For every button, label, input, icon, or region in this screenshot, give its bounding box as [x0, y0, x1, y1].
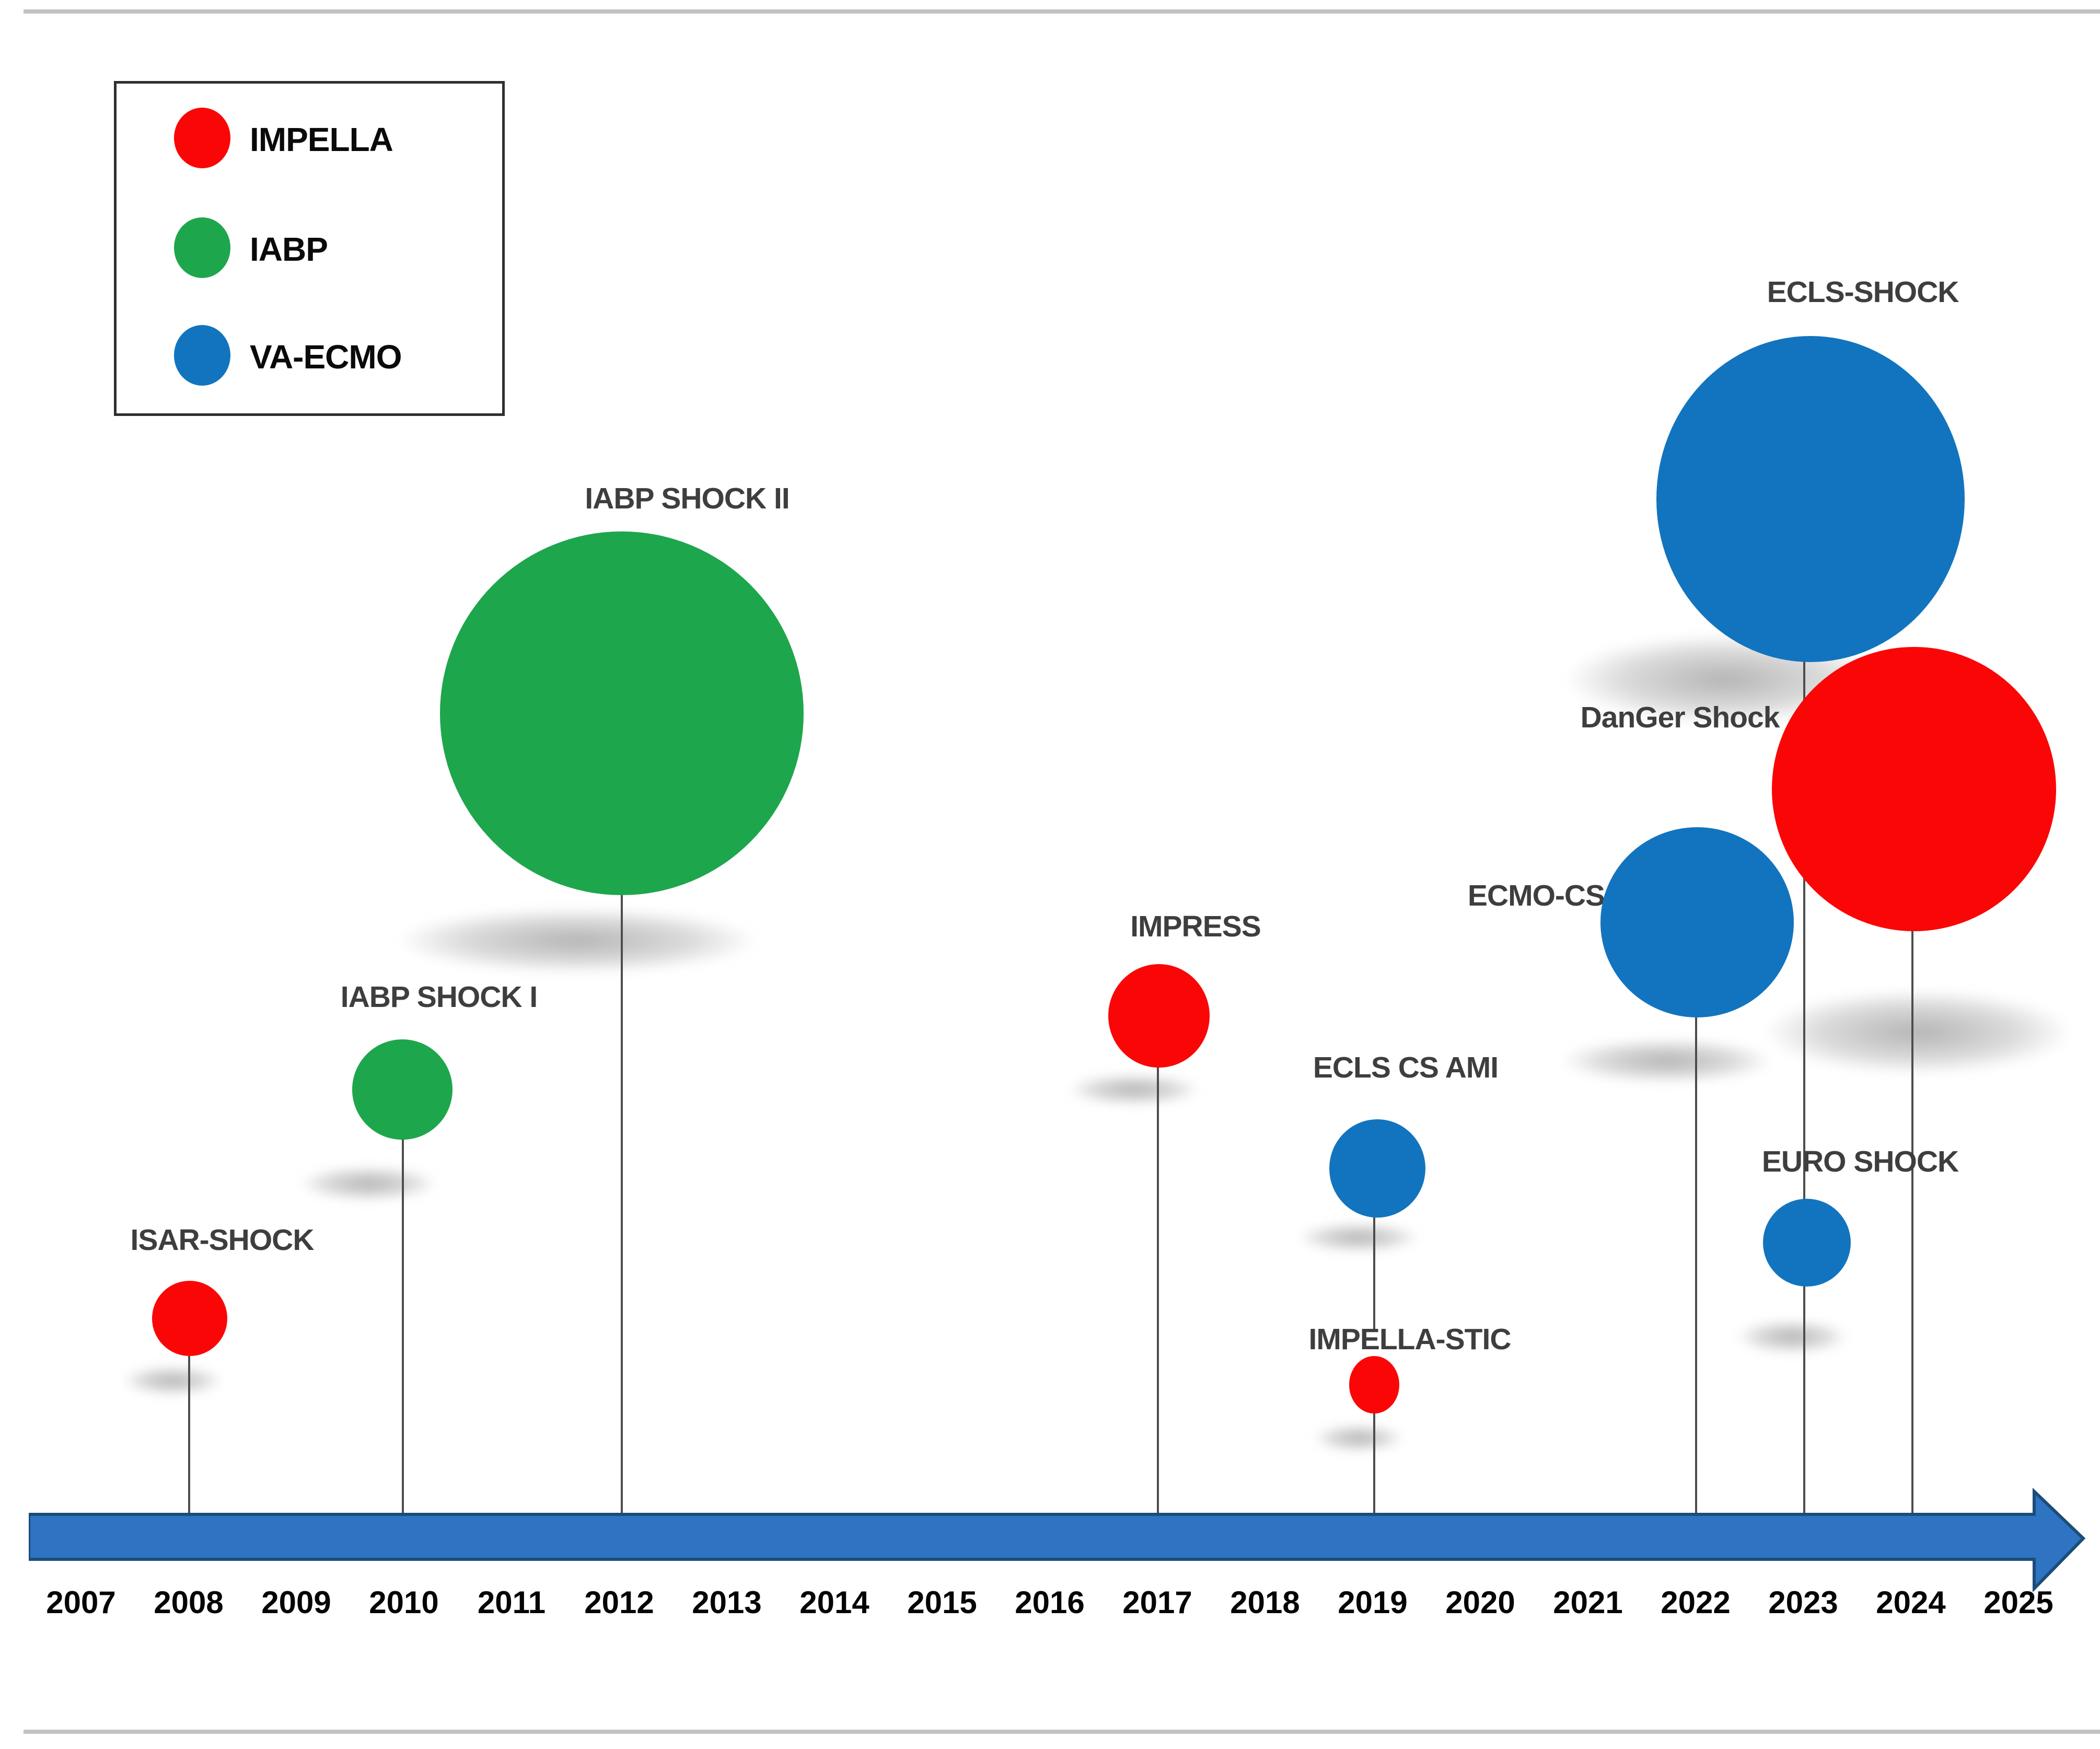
- label-ecls-shock: ECLS-SHOCK: [1767, 275, 1959, 309]
- year-label-2017: 2017: [1122, 1585, 1192, 1620]
- impella-legend-dot-icon: [174, 108, 230, 168]
- timeline-arrow: [29, 1487, 2086, 1592]
- bubble-ecls-cs-ami: [1329, 1119, 1425, 1218]
- bubble-shadow: [1766, 990, 2069, 1074]
- stem-danger-shock: [1911, 930, 1913, 1514]
- year-label-2011: 2011: [477, 1585, 546, 1620]
- year-label-2022: 2022: [1661, 1585, 1731, 1620]
- stem-impella-stic: [1373, 1412, 1375, 1514]
- label-impress: IMPRESS: [1130, 910, 1261, 943]
- year-label-2021: 2021: [1553, 1585, 1623, 1620]
- legend-label-iabp: IABP: [250, 230, 328, 268]
- label-ecls-cs-ami: ECLS CS AMI: [1313, 1051, 1499, 1084]
- label-iabp-shock-2: IABP SHOCK II: [585, 482, 790, 515]
- year-label-2015: 2015: [907, 1585, 977, 1620]
- year-label-2023: 2023: [1768, 1585, 1838, 1620]
- bubble-impella-stic: [1349, 1356, 1399, 1414]
- legend-row-impella: IMPELLA: [117, 108, 502, 170]
- bubble-shadow: [1314, 1424, 1403, 1452]
- year-label-2019: 2019: [1338, 1585, 1408, 1620]
- stem-impress: [1157, 1067, 1159, 1514]
- legend-box: IMPELLA IABP VA-ECMO: [114, 81, 505, 416]
- year-label-2007: 2007: [46, 1585, 116, 1620]
- year-label-2010: 2010: [369, 1585, 439, 1620]
- bubble-danger-shock: [1772, 647, 2056, 931]
- stem-iabp-shock-1: [402, 1139, 404, 1514]
- label-impella-stic: IMPELLA-STIC: [1308, 1323, 1512, 1356]
- label-danger-shock: DanGer Shock: [1580, 701, 1780, 734]
- year-label-2008: 2008: [154, 1585, 224, 1620]
- stem-ecls-shock: [1803, 659, 1805, 1514]
- year-label-2012: 2012: [584, 1585, 654, 1620]
- year-label-2016: 2016: [1015, 1585, 1085, 1620]
- top-divider-line: [24, 9, 2100, 14]
- legend-label-impella: IMPELLA: [250, 121, 393, 158]
- bubble-iabp-shock-2: [440, 531, 804, 895]
- year-label-2025: 2025: [1983, 1585, 2053, 1620]
- bubble-impress: [1108, 964, 1210, 1068]
- va-ecmo-legend-dot-icon: [174, 325, 230, 386]
- bubble-shadow: [300, 1166, 436, 1201]
- legend-row-iabp: IABP: [117, 217, 502, 280]
- stem-ecmo-cs: [1695, 1017, 1697, 1514]
- stem-iabp-shock-2: [621, 895, 623, 1514]
- year-label-2014: 2014: [799, 1585, 869, 1620]
- stem-ecls-cs-ami: [1373, 1217, 1375, 1330]
- bubble-ecmo-cs: [1600, 827, 1794, 1017]
- iabp-legend-dot-icon: [174, 217, 230, 278]
- label-ecmo-cs: ECMO-CS: [1467, 879, 1605, 912]
- bubble-shadow: [1069, 1074, 1199, 1105]
- bubble-iabp-shock-1: [352, 1039, 453, 1140]
- bubble-shadow: [1737, 1320, 1847, 1353]
- bubble-euro-shock: [1763, 1199, 1851, 1287]
- legend-label-va-ecmo: VA-ECMO: [250, 338, 402, 376]
- bubble-ecls-shock: [1656, 336, 1965, 662]
- label-euro-shock: EURO SHOCK: [1761, 1145, 1959, 1178]
- bubble-shadow: [1298, 1223, 1419, 1252]
- label-isar-shock: ISAR-SHOCK: [130, 1223, 314, 1257]
- stem-isar-shock: [188, 1356, 190, 1514]
- bottom-divider-line: [24, 1730, 2100, 1734]
- year-label-2018: 2018: [1230, 1585, 1300, 1620]
- year-label-2020: 2020: [1445, 1585, 1515, 1620]
- legend-row-va-ecmo: VA-ECMO: [117, 325, 502, 388]
- bubble-shadow: [123, 1366, 222, 1395]
- bubble-isar-shock: [152, 1281, 227, 1356]
- label-iabp-shock-1: IABP SHOCK I: [340, 980, 538, 1014]
- year-label-2009: 2009: [261, 1585, 331, 1620]
- year-label-2024: 2024: [1876, 1585, 1946, 1620]
- bubble-shadow: [400, 908, 755, 973]
- year-label-2013: 2013: [692, 1585, 762, 1620]
- bubble-shadow: [1562, 1039, 1771, 1083]
